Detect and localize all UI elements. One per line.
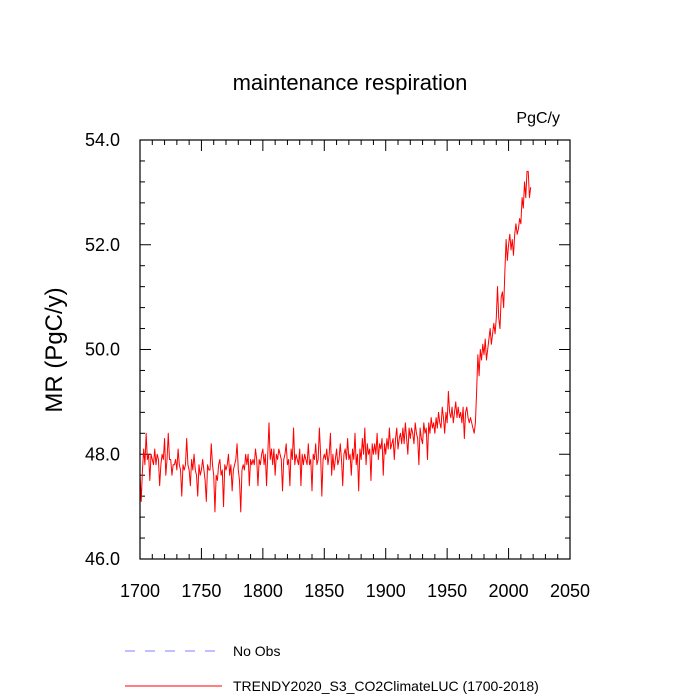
plot-frame — [139, 139, 571, 560]
units-label: PgC/y — [516, 110, 560, 127]
y-tick-label: 48.0 — [85, 444, 120, 464]
legend: No Obs TRENDY2020_S3_CO2ClimateLUC (1700… — [125, 643, 539, 694]
x-tick-label: 1950 — [427, 581, 467, 601]
y-axis-label: MR (PgC/y) — [41, 287, 68, 412]
x-tick-label: 1750 — [181, 581, 221, 601]
x-tick-label: 1900 — [366, 581, 406, 601]
x-tick-labels: 1700 1750 1800 1850 1900 1950 2000 2050 — [120, 581, 590, 601]
y-tick-labels: 46.0 48.0 50.0 52.0 54.0 — [85, 130, 120, 569]
chart-title: maintenance respiration — [233, 70, 468, 95]
legend-label-no-obs: No Obs — [233, 643, 280, 659]
y-tick-label: 54.0 — [85, 130, 120, 150]
y-tick-label: 50.0 — [85, 340, 120, 360]
axis-ticks — [139, 139, 571, 560]
legend-label-trendy2020: TRENDY2020_S3_CO2ClimateLUC (1700-2018) — [233, 678, 539, 694]
x-tick-label: 2000 — [489, 581, 529, 601]
series-line-trendy2020 — [139, 170, 532, 513]
x-tick-label: 1850 — [304, 581, 344, 601]
y-tick-label: 46.0 — [85, 549, 120, 569]
y-tick-label: 52.0 — [85, 235, 120, 255]
x-tick-label: 1800 — [243, 581, 283, 601]
x-tick-label: 2050 — [550, 581, 590, 601]
x-tick-label: 1700 — [120, 581, 160, 601]
